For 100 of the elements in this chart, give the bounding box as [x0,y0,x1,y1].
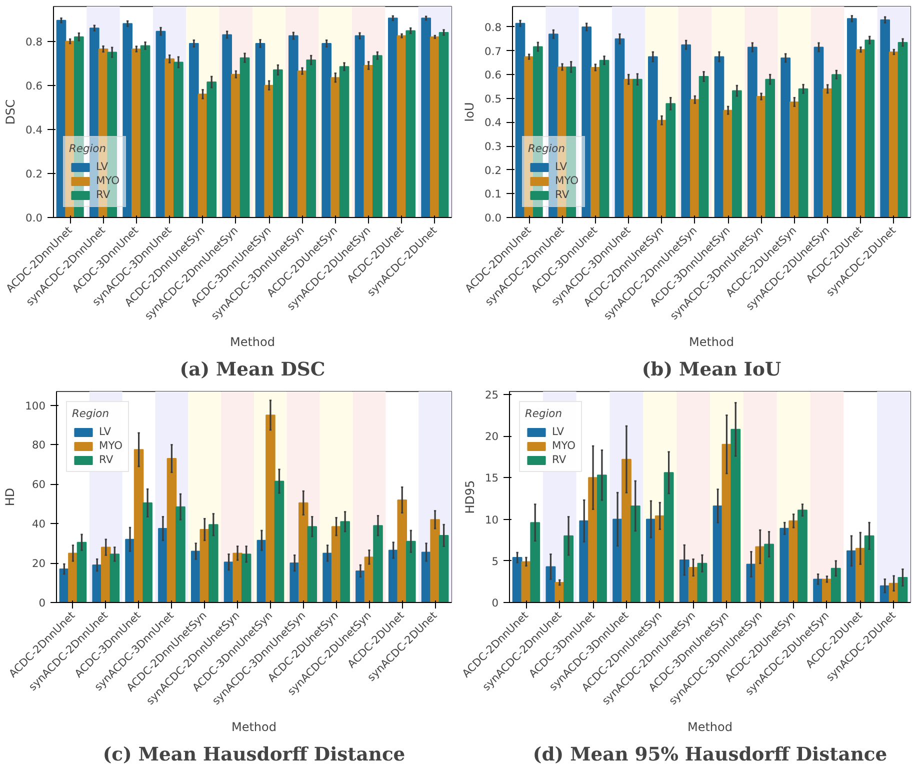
bar [131,48,142,218]
y-tick-label: 0.6 [26,79,43,92]
bar [864,535,874,602]
bar [765,78,776,218]
bar [599,60,610,218]
bar [512,557,522,602]
bar [122,23,132,218]
bar [648,56,658,218]
legend-label: RV [96,188,112,201]
bar [255,43,266,218]
bar [579,520,590,602]
bar [788,520,798,602]
bar [156,30,166,218]
bar [681,44,691,218]
bar [438,32,449,218]
bar [273,69,283,218]
y-axis-title: DSC [4,99,18,125]
bar [372,55,382,218]
bar [888,51,899,218]
bar [864,40,875,218]
text: (b) Mean IoU [642,358,782,380]
bar [764,544,774,602]
bar [596,474,607,602]
bar [322,43,332,218]
legend-label: MYO [552,439,576,452]
y-tick-label: 25 [484,388,499,402]
bar [140,45,150,218]
y-tick-label: 0.4 [484,116,502,130]
bar [880,19,890,218]
y-axis-title: HD [3,488,18,506]
bar [240,57,250,218]
y-axis-title: IoU [462,102,477,122]
bar [110,554,120,602]
y-tick-label: 0.3 [484,140,502,154]
bar [322,552,332,602]
bar [654,515,665,602]
y-tick-label: 80 [32,438,46,452]
bar [430,519,440,602]
text: (d) Mean 95% Hausdorff Distance [532,744,888,766]
bar [664,472,674,602]
bar [666,103,676,218]
y-tick-label: 0.2 [484,164,502,177]
y-axis-title: HD95 [462,480,477,514]
x-axis-title: Method [231,720,277,734]
y-tick-label: 0.7 [484,44,502,58]
bar [290,562,300,602]
bar [200,529,210,602]
y-tick-label: 60 [32,478,46,492]
bar [421,18,431,218]
bar [624,78,634,218]
bar [100,546,111,602]
legend-label: LV [96,160,110,173]
bar [632,78,642,218]
bar [590,66,600,218]
bar [232,552,242,602]
y-tick-label: 0.0 [484,212,502,224]
bar [747,46,758,218]
y-tick-label: 20 [484,430,499,444]
bar [697,562,708,602]
bar [76,542,87,602]
bar [306,60,316,218]
bar [406,540,416,602]
y-tick-label: 5 [492,554,498,568]
y-tick-label: 0.8 [26,35,43,48]
bar [125,538,135,602]
bar [56,20,66,218]
bar [241,554,252,602]
bar [789,102,800,218]
bar [690,99,700,218]
bar [698,76,709,218]
legend-title: Region [69,142,107,155]
bar [898,577,908,602]
bar [340,521,350,602]
legend-label: RV [555,188,570,201]
bar [166,458,177,602]
bar [723,110,734,218]
legend-label: MYO [555,174,579,187]
legend-label: MYO [99,439,123,452]
y-tick-label: 0.4 [26,123,43,136]
y-tick-label: 10 [484,513,499,526]
bar [134,449,144,602]
bar [832,74,842,218]
bar [230,74,241,218]
bar [388,18,398,218]
bar [397,499,408,602]
bar [174,62,184,218]
bar [856,49,866,218]
y-tick-label: 0.1 [484,188,502,201]
bar [622,458,632,602]
y-tick-label: 0.5 [484,92,502,106]
legend-label: LV [555,160,568,173]
y-tick-label: 100 [25,399,46,412]
bar [406,30,416,218]
bar [222,34,232,218]
bar [364,65,374,218]
bar [830,568,841,602]
bar [208,524,218,602]
bar [730,428,741,602]
bar [630,505,640,602]
bar [176,506,186,602]
